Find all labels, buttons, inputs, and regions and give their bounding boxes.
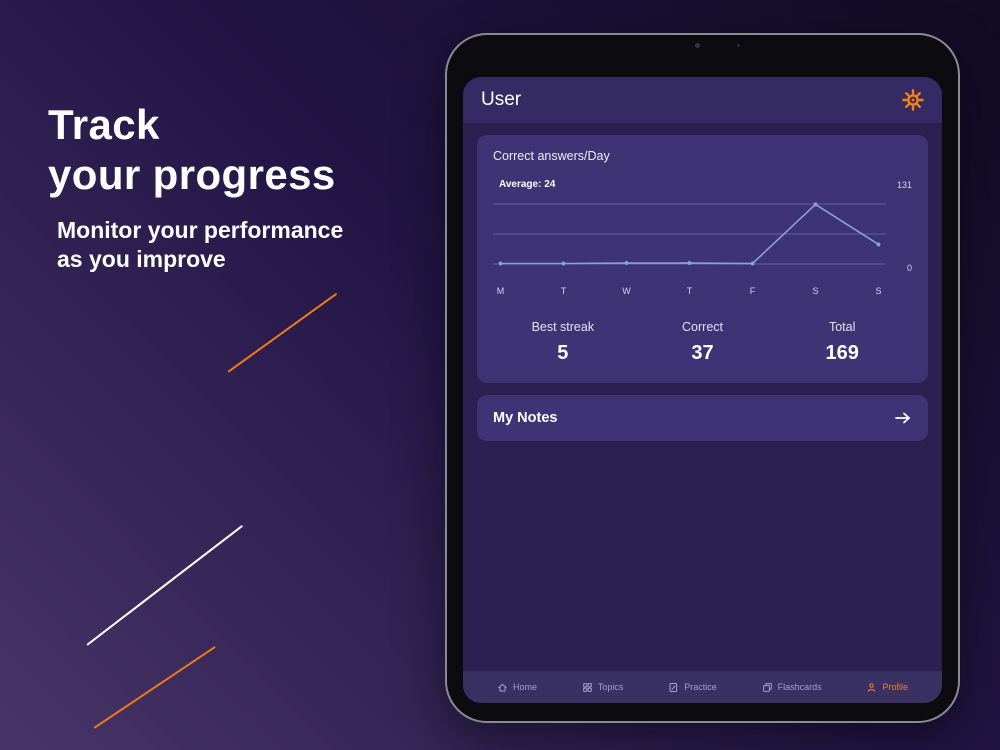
app-header: User: [463, 77, 942, 123]
y-axis-max-label: 131: [896, 180, 912, 190]
stat-best-streak: Best streak 5: [493, 320, 633, 365]
chart-area: Average: 24 131 M T W T F S S 0: [493, 179, 912, 300]
x-tick-label: T: [560, 286, 567, 296]
x-tick-label: W: [622, 286, 631, 296]
hero-subtitle-line2: as you improve: [57, 246, 226, 272]
page-title: User: [481, 89, 522, 110]
stat-label: Best streak: [531, 320, 595, 334]
line-chart: [493, 202, 886, 266]
tab-profile[interactable]: Profile: [866, 682, 908, 693]
app-content: Correct answers/Day Average: 24 131 M T W T…: [463, 123, 942, 671]
average-label: Average: 24: [499, 179, 556, 190]
flashcards-icon: [762, 682, 773, 693]
profile-icon: [866, 682, 877, 693]
tab-label: Flashcards: [777, 682, 822, 692]
practice-icon: [668, 682, 679, 693]
decorative-line-orange-top: [227, 292, 338, 373]
x-tick-label: S: [812, 286, 819, 296]
decorative-line-white: [86, 524, 244, 646]
stat-label: Correct: [682, 320, 723, 334]
my-notes-card[interactable]: My Notes: [477, 395, 928, 441]
tab-flashcards[interactable]: Flashcards: [762, 682, 822, 693]
stat-total: Total 169: [772, 320, 912, 365]
tab-label: Profile: [882, 682, 908, 692]
stat-value: 37: [691, 342, 714, 364]
home-icon: [497, 682, 508, 693]
x-tick-label: S: [875, 286, 882, 296]
stat-value: 5: [557, 342, 569, 364]
y-axis-min-label: 0: [906, 263, 912, 273]
my-notes-label: My Notes: [493, 410, 558, 426]
x-tick-label: T: [686, 286, 693, 296]
camera-sensor-dot: [737, 44, 740, 47]
x-tick-label: M: [496, 286, 505, 296]
hero-title-line2: your progress: [48, 151, 336, 198]
tab-label: Topics: [597, 682, 624, 692]
chart-title: Correct answers/Day: [493, 149, 610, 163]
stat-label: Total: [828, 320, 856, 334]
app-screen: User: [463, 77, 942, 703]
x-tick-label: F: [749, 286, 756, 296]
hero-title-line1: Track: [48, 101, 160, 148]
hero-subtitle-line1: Monitor your performance: [57, 217, 344, 243]
stats-row: Best streak 5 Correct 37 Total 169: [493, 320, 912, 365]
hero-title: Track your progress: [48, 100, 343, 200]
tab-label: Practice: [684, 682, 717, 692]
tab-practice[interactable]: Practice: [668, 682, 717, 693]
arrow-right-icon: [894, 411, 912, 425]
tab-bar: Home Topics Practice: [463, 671, 942, 703]
chart-card: Correct answers/Day Average: 24 131 M T W T…: [477, 135, 928, 383]
tab-home[interactable]: Home: [497, 682, 537, 693]
hero-copy: Track your progress Monitor your perform…: [48, 100, 343, 274]
camera-dot: [695, 43, 700, 48]
tab-topics[interactable]: Topics: [582, 682, 624, 693]
tab-label: Home: [513, 682, 538, 692]
decorative-line-orange-bottom: [93, 645, 216, 729]
hero-subtitle: Monitor your performance as you improve: [57, 216, 343, 274]
tablet-device-frame: User: [445, 33, 960, 723]
topics-grid-icon: [582, 682, 593, 693]
stat-value: 169: [825, 342, 859, 364]
stat-correct: Correct 37: [633, 320, 773, 365]
settings-gear-icon[interactable]: [902, 89, 924, 111]
